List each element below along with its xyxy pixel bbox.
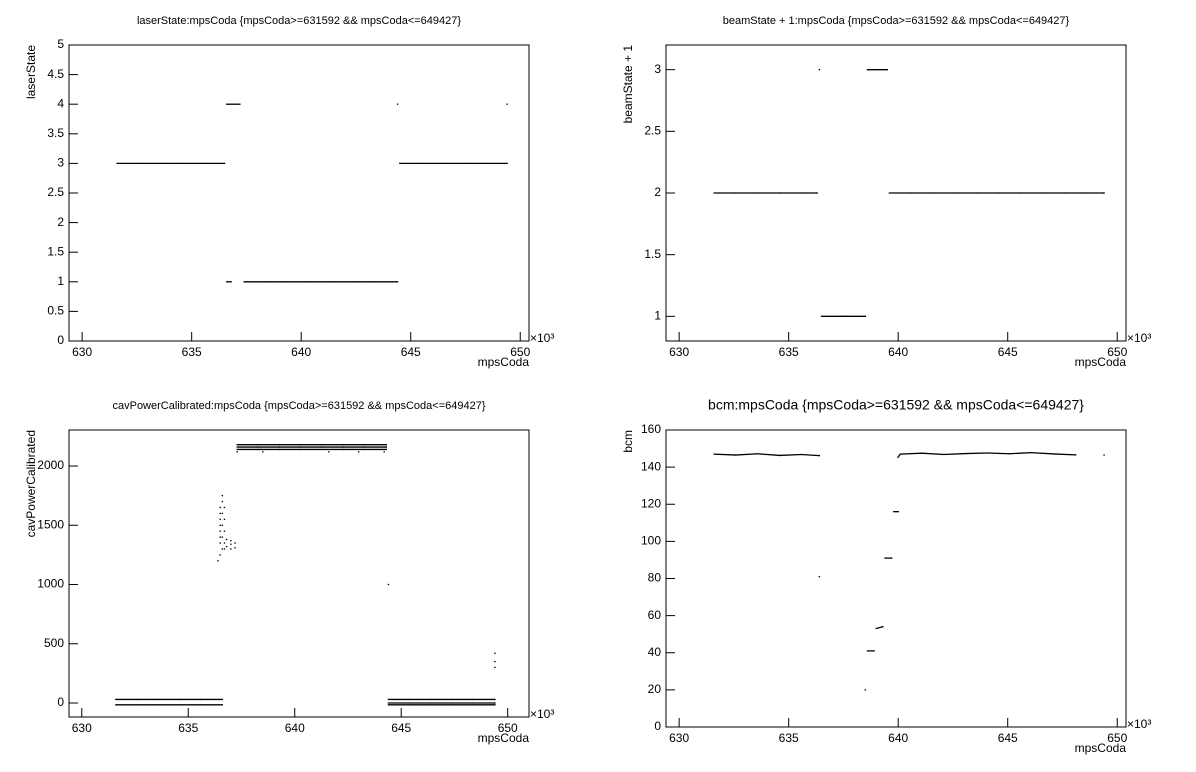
data-point (1009, 451, 1032, 455)
chart-title: beamState + 1:mpsCoda {mpsCoda>=631592 &… (723, 15, 1070, 27)
x-axis-label: mpsCoda (1075, 355, 1127, 369)
x-tick-label: 650 (510, 345, 530, 359)
x-tick-label: 650 (1107, 731, 1127, 745)
data-point (899, 452, 923, 455)
x-tick-label: 650 (1107, 345, 1127, 359)
x-tick-label: 630 (72, 345, 92, 359)
chart-title: cavPowerCalibrated:mpsCoda {mpsCoda>=631… (112, 400, 485, 412)
y-tick-label: 120 (641, 496, 661, 510)
data-point (943, 452, 967, 456)
x-tick-label: 645 (998, 731, 1018, 745)
y-tick-label: 60 (648, 608, 662, 622)
y-axis-label: beamState + 1 (621, 45, 635, 124)
y-tick-label: 1000 (37, 577, 64, 591)
x-multiplier: ×10³ (1127, 717, 1151, 731)
y-tick-label: 3 (654, 62, 661, 76)
data-point (921, 452, 945, 456)
data-point (779, 453, 802, 457)
chart-title: bcm:mpsCoda {mpsCoda>=631592 && mpsCoda<… (708, 397, 1084, 413)
data-point (801, 453, 820, 457)
y-tick-label: 2000 (37, 458, 64, 472)
y-axis-label: laserState (24, 45, 38, 99)
y-tick-label: 2.5 (47, 185, 64, 199)
x-tick-label: 630 (669, 345, 689, 359)
data-point (735, 453, 759, 456)
x-tick-label: 640 (291, 345, 311, 359)
x-axis-label: mpsCoda (478, 355, 530, 369)
y-tick-label: 140 (641, 459, 661, 473)
x-multiplier: ×10³ (530, 707, 554, 721)
data-point (965, 452, 989, 455)
data-point (1052, 453, 1076, 456)
x-tick-label: 645 (998, 345, 1018, 359)
y-tick-label: 1 (654, 309, 661, 323)
plot-frame (665, 429, 1127, 728)
y-tick-label: 0.5 (47, 304, 64, 318)
data-point (875, 626, 884, 630)
y-tick-label: 1500 (37, 517, 64, 531)
y-tick-label: 100 (641, 534, 661, 548)
chart-title: laserState:mpsCoda {mpsCoda>=631592 && m… (137, 15, 461, 27)
x-tick-label: 640 (888, 731, 908, 745)
x-tick-label: 635 (178, 721, 198, 735)
plot-frame (68, 44, 530, 342)
chart-panel: bcm:mpsCoda {mpsCoda>=631592 && mpsCoda<… (621, 397, 1151, 755)
data-point (713, 453, 737, 456)
y-tick-label: 2 (57, 215, 64, 229)
y-tick-label: 5 (57, 37, 64, 51)
y-axis-label: bcm (621, 430, 635, 453)
y-tick-label: 40 (648, 645, 662, 659)
y-tick-label: 0 (57, 333, 64, 347)
y-tick-label: 2.5 (644, 124, 661, 138)
y-tick-label: 0 (57, 695, 64, 709)
y-tick-label: 160 (641, 422, 661, 436)
x-tick-label: 635 (779, 731, 799, 745)
plot-frame (68, 429, 530, 718)
x-tick-label: 630 (72, 721, 92, 735)
data-point (757, 453, 780, 457)
data-point (987, 452, 1010, 455)
chart-panel: laserState:mpsCoda {mpsCoda>=631592 && m… (24, 15, 554, 369)
y-tick-label: 1.5 (644, 247, 661, 261)
x-multiplier: ×10³ (530, 331, 554, 345)
y-tick-label: 500 (44, 636, 64, 650)
x-multiplier: ×10³ (1127, 331, 1151, 345)
y-tick-label: 2 (654, 185, 661, 199)
y-tick-label: 3 (57, 156, 64, 170)
y-tick-label: 80 (648, 571, 662, 585)
x-tick-label: 635 (182, 345, 202, 359)
y-tick-label: 0 (654, 719, 661, 733)
x-tick-label: 640 (285, 721, 305, 735)
y-axis-label: cavPowerCalibrated (24, 430, 38, 537)
x-tick-label: 635 (779, 345, 799, 359)
x-tick-label: 640 (888, 345, 908, 359)
x-tick-label: 645 (391, 721, 411, 735)
data-point (1031, 451, 1054, 455)
y-tick-label: 3.5 (47, 126, 64, 140)
y-tick-label: 4 (57, 96, 64, 110)
chart-panel: beamState + 1:mpsCoda {mpsCoda>=631592 &… (621, 15, 1151, 369)
x-axis-label: mpsCoda (478, 731, 530, 745)
chart-panel: cavPowerCalibrated:mpsCoda {mpsCoda>=631… (24, 400, 554, 745)
x-tick-label: 650 (498, 721, 518, 735)
x-axis-label: mpsCoda (1075, 741, 1127, 755)
y-tick-label: 4.5 (47, 67, 64, 81)
y-tick-label: 1 (57, 274, 64, 288)
x-tick-label: 630 (669, 731, 689, 745)
y-tick-label: 1.5 (47, 244, 64, 258)
x-tick-label: 645 (401, 345, 421, 359)
y-tick-label: 20 (648, 682, 662, 696)
